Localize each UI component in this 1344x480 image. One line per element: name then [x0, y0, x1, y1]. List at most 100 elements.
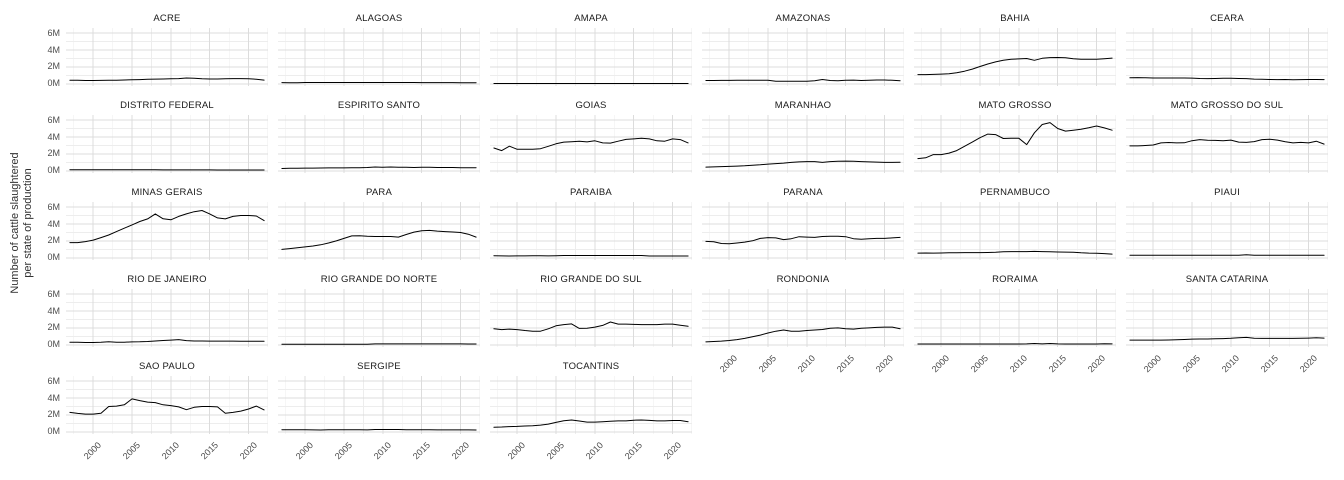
facet-title-amazonas: AMAZONAS: [775, 13, 831, 24]
facet-panel-espirito-santo: [278, 115, 480, 173]
x-tick-label: 2020: [1297, 353, 1319, 375]
facet-title-piaui: PIAUI: [1214, 187, 1240, 198]
line-series-mato-grosso: [917, 122, 1113, 160]
facet-title-para: PARA: [366, 187, 392, 198]
facet-panel-mato-grosso-do-sul: [1126, 115, 1328, 173]
facet-panel-alagoas: [278, 28, 480, 86]
y-tick-label: 0M: [47, 78, 60, 89]
facet-title-sergipe: SERGIPE: [357, 361, 401, 372]
facet-title-ceara: CEARA: [1210, 13, 1244, 24]
x-tick-label: 2005: [332, 440, 355, 462]
x-tick-label: 2010: [795, 353, 817, 375]
facet-title-paraiba: PARAIBA: [570, 187, 612, 198]
line-series-piaui: [1129, 254, 1325, 256]
facet-title-mato-grosso: MATO GROSSO: [978, 100, 1052, 111]
line-series-rondonia: [705, 326, 901, 343]
x-tick-label: 2015: [1258, 353, 1280, 375]
x-tick-label: 2000: [930, 353, 952, 375]
line-series-santa-catarina: [1129, 336, 1325, 341]
facet-title-alagoas: ALAGOAS: [355, 13, 403, 24]
facet-panel-santa-catarina: [1126, 289, 1328, 347]
facet-panel-parana: [702, 202, 904, 260]
x-tick-label: 2020: [873, 353, 895, 375]
y-tick-label: 6M: [47, 288, 60, 299]
line-series-sergipe: [281, 429, 477, 431]
x-tick-label: 2000: [294, 440, 316, 462]
facet-title-mato-grosso-do-sul: MATO GROSSO DO SUL: [1170, 100, 1284, 111]
y-tick-label: 6M: [47, 27, 60, 38]
line-series-mato-grosso-do-sul: [1129, 138, 1325, 147]
x-tick-label: 2010: [1219, 353, 1241, 375]
facet-title-santa-catarina: SANTA CATARINA: [1185, 274, 1269, 285]
facet-title-rio-grande-do-sul: RIO GRANDE DO SUL: [540, 274, 642, 285]
x-tick-label: 2000: [506, 440, 528, 462]
y-tick-label: 2M: [47, 148, 60, 159]
facet-panel-rio-grande-do-sul: [490, 289, 692, 347]
x-tick-label: 2010: [159, 440, 181, 462]
x-tick-label: 2010: [583, 440, 605, 462]
facet-panel-sergipe: [278, 376, 480, 434]
facet-title-acre: ACRE: [153, 13, 181, 24]
y-tick-label: 4M: [47, 392, 60, 403]
line-series-pernambuco: [917, 250, 1113, 255]
line-series-parana: [705, 235, 901, 245]
facet-title-parana: PARANA: [783, 187, 823, 198]
y-tick-label: 4M: [47, 131, 60, 142]
facet-title-rio-grande-do-norte: RIO GRANDE DO NORTE: [320, 274, 438, 285]
line-series-tocantins: [493, 419, 689, 428]
y-tick-label: 6M: [47, 201, 60, 212]
y-tick-label: 4M: [47, 218, 60, 229]
y-tick-label: 0M: [47, 339, 60, 350]
x-tick-label: 2005: [544, 440, 567, 462]
line-series-acre: [69, 77, 265, 81]
line-series-paraiba: [493, 255, 689, 257]
line-series-rio-de-janeiro: [69, 339, 265, 343]
x-tick-label: 2010: [1007, 353, 1029, 375]
facet-title-rondonia: RONDONIA: [776, 274, 830, 285]
facet-title-tocantins: TOCANTINS: [562, 361, 620, 372]
facet-title-pernambuco: PERNAMBUCO: [979, 187, 1051, 198]
facet-title-rio-de-janeiro: RIO DE JANEIRO: [127, 274, 207, 285]
x-tick-label: 2015: [834, 353, 856, 375]
facet-title-maranhao: MARANHAO: [774, 100, 832, 111]
x-tick-label: 2015: [410, 440, 432, 462]
facet-panel-roraima: [914, 289, 1116, 347]
line-series-bahia: [917, 57, 1113, 76]
facet-panel-minas-gerais: [66, 202, 268, 260]
facet-panel-piaui: [1126, 202, 1328, 260]
facet-title-sao-paulo: SAO PAULO: [138, 361, 195, 372]
line-series-roraima: [917, 343, 1113, 345]
facet-title-roraima: RORAIMA: [992, 274, 1038, 285]
line-series-amazonas: [705, 79, 901, 82]
facet-panel-maranhao: [702, 115, 904, 173]
facet-title-espirito-santo: ESPIRITO SANTO: [337, 100, 421, 111]
y-tick-label: 2M: [47, 235, 60, 246]
x-tick-label: 2015: [622, 440, 644, 462]
line-series-ceara: [1129, 77, 1325, 81]
facet-panel-rio-grande-do-norte: [278, 289, 480, 347]
facet-panel-paraiba: [490, 202, 692, 260]
x-tick-label: 2020: [449, 440, 471, 462]
y-tick-label: 2M: [47, 409, 60, 420]
facet-panel-amazonas: [702, 28, 904, 86]
y-tick-label: 2M: [47, 61, 60, 72]
x-tick-label: 2015: [198, 440, 220, 462]
x-tick-label: 2005: [120, 440, 143, 462]
y-tick-label: 0M: [47, 426, 60, 437]
facet-title-goias: GOIAS: [575, 100, 607, 111]
facet-panel-amapa: [490, 28, 692, 86]
line-series-minas-gerais: [69, 210, 265, 244]
x-tick-label: 2020: [661, 440, 683, 462]
x-tick-label: 2000: [82, 440, 104, 462]
facet-panel-sao-paulo: [66, 376, 268, 434]
facet-panel-pernambuco: [914, 202, 1116, 260]
x-tick-label: 2000: [1142, 353, 1164, 375]
facet-title-distrito-federal: DISTRITO FEDERAL: [120, 100, 214, 111]
line-series-para: [281, 229, 477, 250]
facet-panel-rio-de-janeiro: [66, 289, 268, 347]
x-tick-label: 2020: [1085, 353, 1107, 375]
y-tick-label: 4M: [47, 305, 60, 316]
facet-panel-rondonia: [702, 289, 904, 347]
facet-panel-bahia: [914, 28, 1116, 86]
y-tick-label: 4M: [47, 44, 60, 55]
